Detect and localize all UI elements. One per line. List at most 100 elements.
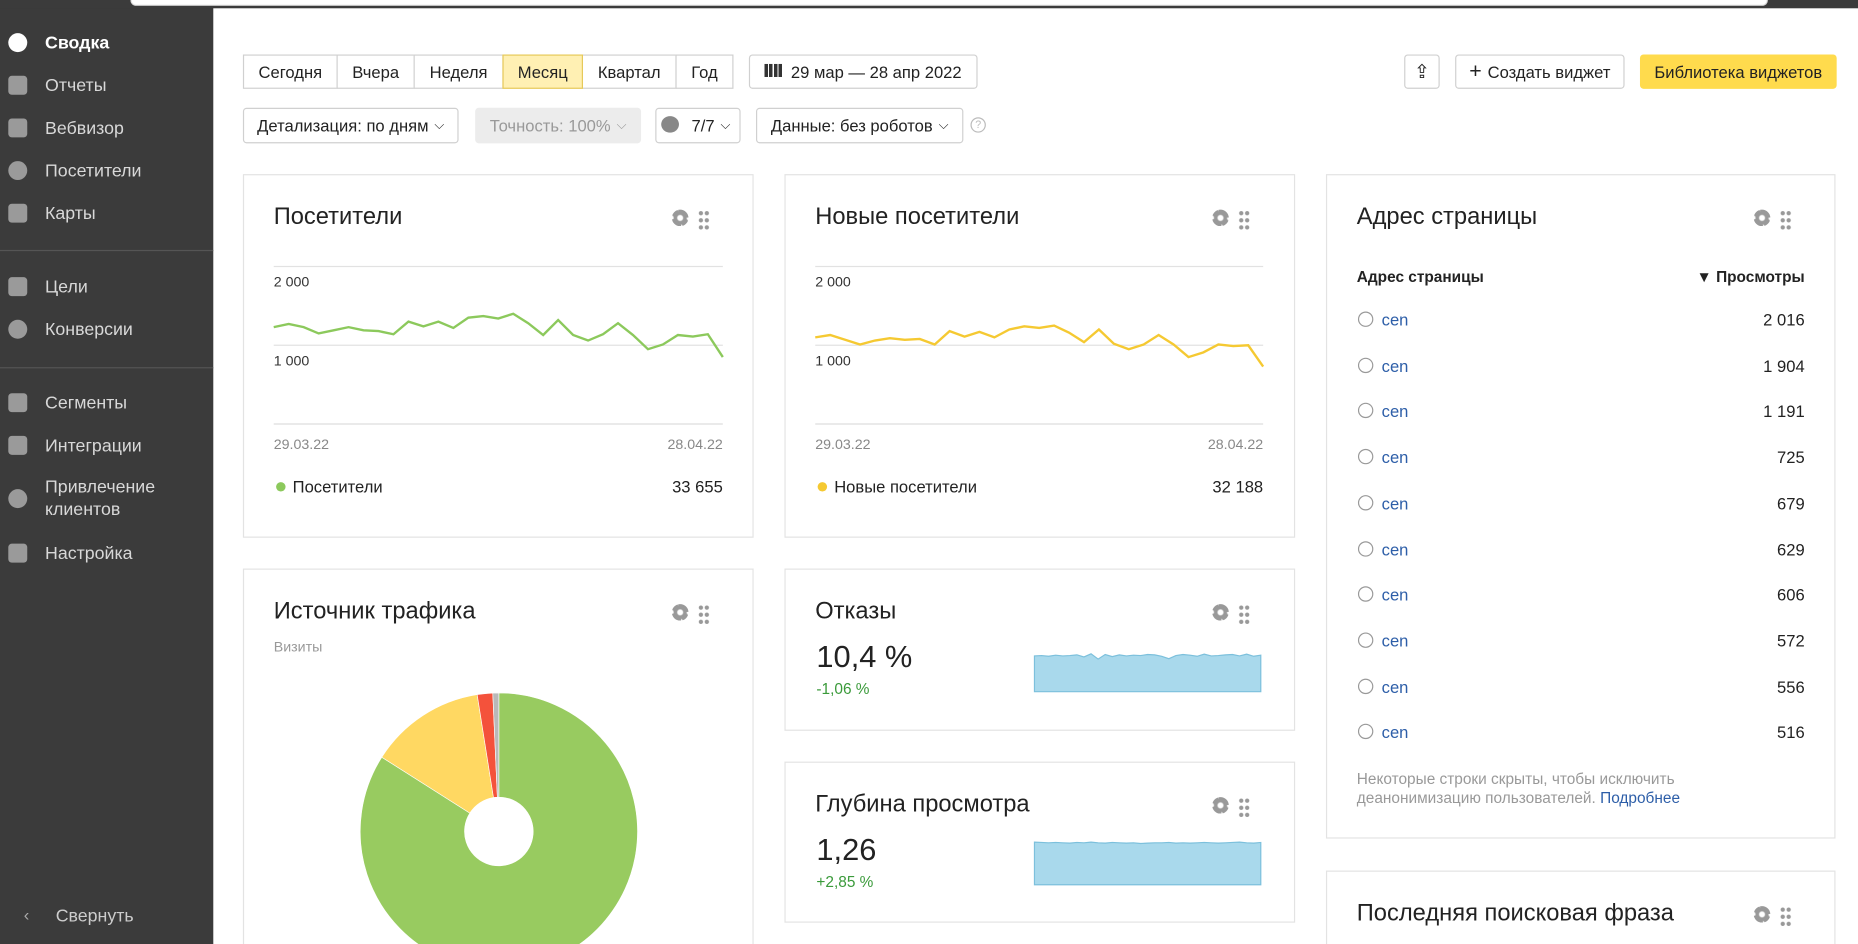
- page-views: 629: [1776, 539, 1805, 559]
- chevron: ⌵: [434, 117, 445, 133]
- page-link[interactable]: cen: [1381, 677, 1409, 696]
- chevron: ⌵: [938, 117, 949, 133]
- period-button[interactable]: Неделя: [413, 54, 504, 89]
- sidebar-item[interactable]: Карты: [45, 203, 96, 224]
- widget-title: Адрес страницы: [1356, 203, 1538, 230]
- globe-icon: [1357, 449, 1374, 465]
- sidebar-icon: [8, 319, 28, 339]
- sidebar-item[interactable]: Интеграции: [45, 435, 142, 457]
- drag-icon[interactable]: [1238, 797, 1251, 818]
- sidebar-item[interactable]: Конверсии: [45, 319, 133, 340]
- widget-card: [784, 568, 1296, 731]
- top-strip-bar: [130, 0, 1768, 6]
- page-views: 1 191: [1763, 401, 1805, 421]
- filter-button[interactable]: Точность: 100% ⌵: [475, 107, 642, 144]
- page-link[interactable]: cen: [1381, 493, 1409, 513]
- drag-icon[interactable]: [1779, 906, 1792, 927]
- chevron: ⌵: [616, 117, 627, 133]
- sidebar-icon: [8, 277, 28, 297]
- widget-card: [1325, 870, 1836, 944]
- sidebar-item[interactable]: Привлечение клиентов: [45, 477, 156, 520]
- period-button[interactable]: Месяц: [502, 54, 583, 89]
- widget-title: Посетители: [273, 203, 403, 230]
- globe-icon: [1357, 311, 1374, 327]
- page-views: 679: [1776, 493, 1805, 513]
- page-views: 556: [1776, 677, 1805, 696]
- settings-icon[interactable]: [1212, 797, 1229, 814]
- help-icon: ?: [970, 117, 986, 133]
- globe-icon: [1357, 357, 1374, 373]
- drag-icon[interactable]: [697, 209, 710, 230]
- settings-icon[interactable]: [1753, 906, 1771, 923]
- sidebar-icon: [8, 203, 28, 223]
- drag-icon[interactable]: [1779, 209, 1792, 230]
- create-widget-text: Создать виджет: [1487, 62, 1611, 82]
- comment-icon: [661, 116, 679, 133]
- library-button[interactable]: Библиотека виджетов: [1639, 54, 1837, 89]
- drag-icon[interactable]: [697, 604, 710, 625]
- sidebar-icon: [8, 161, 28, 181]
- filter-text: Точность: 100%: [489, 116, 611, 136]
- drag-icon[interactable]: [1238, 604, 1251, 625]
- period-button[interactable]: Вчера: [336, 54, 415, 89]
- globe-icon: [1357, 540, 1374, 557]
- table-header[interactable]: ▼ Просмотры: [1696, 267, 1805, 286]
- date-text: 29 мар — 28 апр 2022: [790, 62, 962, 82]
- page-link[interactable]: cen: [1381, 631, 1409, 651]
- calendar-icon: [764, 63, 783, 77]
- widget-title: Глубина просмотра: [815, 791, 1030, 818]
- sidebar-icon: [8, 435, 28, 455]
- page-link[interactable]: cen: [1381, 401, 1409, 421]
- sidebar-icon: [8, 543, 28, 563]
- sidebar-item[interactable]: Вебвизор: [45, 118, 124, 139]
- collapse-arrow: ‹: [23, 904, 30, 924]
- note-link[interactable]: Подробнее: [1600, 788, 1681, 807]
- globe-icon: [1357, 586, 1374, 602]
- sidebar-divider: [0, 367, 214, 369]
- note-text: Некоторые строки скрыты, чтобы исключить…: [1356, 769, 1675, 807]
- globe-icon: [1357, 494, 1374, 511]
- chevron: ⌵: [720, 117, 731, 133]
- filter-button[interactable]: Данные: без роботов ⌵: [755, 107, 964, 144]
- period-button[interactable]: Год: [675, 54, 734, 89]
- period-button[interactable]: Сегодня: [242, 54, 338, 89]
- settings-icon[interactable]: [1212, 209, 1229, 227]
- collapse[interactable]: Свернуть: [55, 906, 134, 927]
- settings-icon[interactable]: [1753, 209, 1771, 227]
- page-link[interactable]: cen: [1381, 310, 1409, 330]
- sidebar-item[interactable]: Цели: [45, 277, 88, 298]
- page-link[interactable]: cen: [1381, 722, 1409, 742]
- filter-text: Детализация: по дням: [257, 116, 429, 136]
- drag-icon[interactable]: [1238, 209, 1251, 230]
- note: Некоторые строки скрыты, чтобы исключить…: [1357, 770, 1712, 808]
- sidebar: Сводка Отчеты Вебвизор Посетители Карты Цели К…: [0, 0, 214, 944]
- date-button[interactable]: 29 мар — 28 апр 2022: [748, 54, 978, 89]
- page-link[interactable]: cen: [1381, 356, 1409, 376]
- sidebar-icon: [8, 118, 28, 138]
- settings-icon[interactable]: [671, 604, 689, 621]
- share-button[interactable]: ⇪: [1404, 54, 1440, 89]
- globe-icon: [1357, 403, 1374, 419]
- page-views: 572: [1776, 631, 1805, 651]
- page-link[interactable]: cen: [1381, 447, 1409, 467]
- sidebar-icon: [8, 489, 28, 509]
- sidebar-item[interactable]: Сводка: [45, 33, 110, 54]
- page-link[interactable]: cen: [1381, 585, 1409, 605]
- sidebar-item[interactable]: Сегменты: [45, 393, 128, 414]
- period-button[interactable]: Квартал: [581, 54, 677, 89]
- widget-title: Источник трафика: [273, 598, 476, 625]
- sidebar-icon: [8, 393, 28, 413]
- filter-button[interactable]: Детализация: по дням ⌵: [242, 107, 459, 144]
- page-link[interactable]: cen: [1381, 539, 1409, 559]
- plus-icon: +: [1469, 59, 1482, 83]
- filter-text: Данные: без роботов: [770, 116, 933, 136]
- sidebar-icon: [8, 75, 28, 95]
- sidebar-item[interactable]: Настройка: [45, 543, 133, 564]
- sidebar-item[interactable]: Посетители: [45, 161, 142, 182]
- create-widget-button[interactable]: + Создать виджет: [1455, 54, 1625, 89]
- filter-text: 7/7: [691, 116, 715, 136]
- sidebar-item[interactable]: Отчеты: [45, 75, 107, 96]
- settings-icon[interactable]: [1212, 604, 1229, 621]
- settings-icon[interactable]: [671, 209, 689, 227]
